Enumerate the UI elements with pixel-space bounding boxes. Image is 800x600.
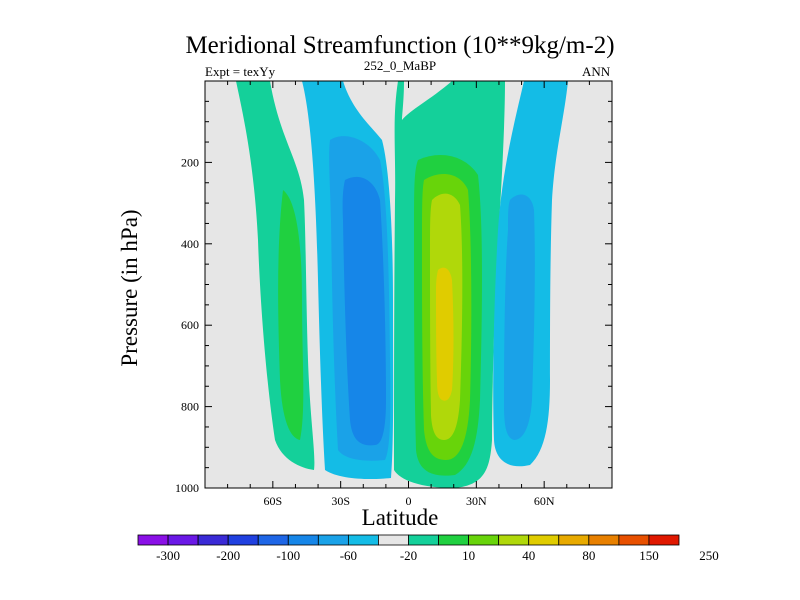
- colorbar-swatch: [347, 534, 379, 546]
- colorbar-swatch: [408, 534, 439, 546]
- colorbar-swatch: [648, 534, 680, 546]
- colorbar-swatch: [287, 534, 319, 546]
- colorbar-swatch: [227, 534, 259, 546]
- colorbar-swatch: [498, 534, 530, 546]
- colorbar-swatch: [558, 534, 590, 546]
- colorbar-label: -100: [276, 548, 300, 563]
- colorbar-swatch: [167, 534, 199, 546]
- y-tick-label: 800: [181, 400, 199, 414]
- colorbar-swatch: [197, 534, 229, 546]
- contour-nh-ferrel-40: [504, 194, 535, 440]
- colorbar-label: 40: [522, 548, 535, 563]
- x-tick-label: 60N: [534, 494, 555, 508]
- chart-title: Meridional Streamfunction (10**9kg/m-2): [185, 32, 615, 59]
- colorbar-swatch: [317, 534, 349, 546]
- colorbar-label: -200: [216, 548, 240, 563]
- x-tick-label: 30S: [331, 494, 350, 508]
- contour-tropical-250: [436, 267, 454, 401]
- y-tick-label: 200: [181, 155, 199, 169]
- x-tick-label: 0: [406, 494, 412, 508]
- colorbar-swatch: [438, 534, 470, 546]
- colorbar-label: 10: [462, 548, 475, 563]
- colorbar-label: -20: [400, 548, 417, 563]
- x-axis-ticks: 60S 30S 0 30N 60N: [204, 81, 613, 508]
- contour-sh-ferrel-60: [342, 176, 386, 446]
- x-axis-label: Latitude: [361, 505, 439, 530]
- colorbar-label: 150: [639, 548, 659, 563]
- colorbar-swatch: [257, 534, 289, 546]
- x-tick-label: 60S: [263, 494, 282, 508]
- colorbar-label: 80: [582, 548, 595, 563]
- y-tick-label: 400: [181, 237, 199, 251]
- experiment-label: Expt = texYy: [205, 64, 276, 79]
- colorbar-swatch: [378, 534, 409, 546]
- colorbar-swatch: [468, 534, 500, 546]
- colorbar-swatch: [528, 534, 560, 546]
- x-tick-label: 30N: [466, 494, 487, 508]
- contour-sh-outer-40: [278, 190, 304, 440]
- colorbar-label: 250: [699, 548, 719, 563]
- y-axis-ticks: 200 400 600 800 1000: [175, 100, 612, 495]
- y-tick-label: 600: [181, 318, 199, 332]
- colorbar-swatch: [618, 534, 650, 546]
- y-tick-label: 1000: [175, 481, 199, 495]
- colorbar-swatch: [588, 534, 620, 546]
- season-label: ANN: [582, 64, 611, 79]
- colorbar: -300 -200 -100 -60 -20 10 40 80 150 250: [137, 534, 719, 563]
- colorbar-swatch: [137, 534, 169, 546]
- colorbar-label: -300: [156, 548, 180, 563]
- case-label: 252_0_MaBP: [363, 58, 437, 73]
- colorbar-label: -60: [340, 548, 357, 563]
